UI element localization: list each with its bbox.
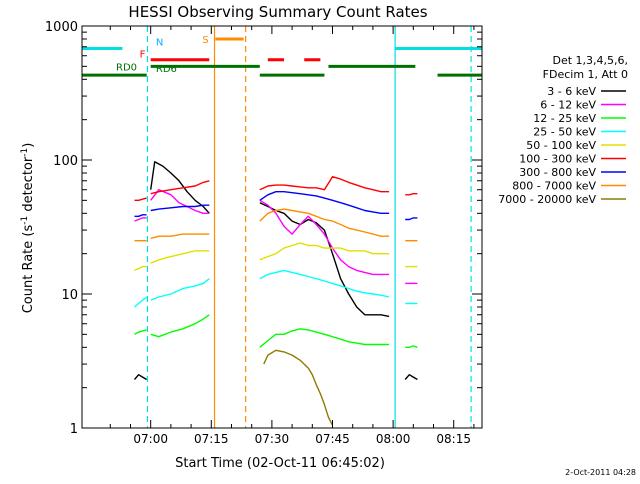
y-tick-label-3: 1000 <box>45 20 78 35</box>
plot-frame <box>81 25 483 429</box>
legend-label-8: 7000 - 20000 keV <box>498 193 596 206</box>
legend-label-1: 6 - 12 keV <box>540 99 596 112</box>
x-tick-label-1: 07:15 <box>194 432 229 446</box>
status-label-f: F <box>140 50 146 61</box>
series-line-4-seg-0 <box>134 265 147 272</box>
series-line-1-seg-1 <box>150 188 210 215</box>
data-series <box>133 161 418 426</box>
series-line-5-seg-0 <box>134 197 147 202</box>
footer-date: 2-Oct-2011 04:28 <box>565 468 636 477</box>
legend-label-2: 12 - 25 keV <box>533 112 596 125</box>
chart-title: HESSI Observing Summary Count Rates <box>128 3 427 21</box>
x-axis-label: Start Time (02-Oct-11 06:45:02) <box>175 456 385 471</box>
series-line-0-seg-2 <box>259 202 390 318</box>
series-line-7-seg-2 <box>259 208 390 237</box>
x-tick-label-5: 08:15 <box>436 432 471 446</box>
series-line-4-seg-1 <box>150 250 210 264</box>
y-axis-label-suffix: ) <box>21 143 36 148</box>
legend-label-5: 100 - 300 keV <box>519 153 596 166</box>
series-line-7-seg-1 <box>150 233 210 240</box>
series-line-6-seg-2 <box>259 190 390 215</box>
series-line-0-seg-0 <box>133 374 147 381</box>
series-line-1-seg-2 <box>259 199 390 276</box>
y-axis-label-exponent-1: -1 <box>20 216 30 225</box>
series-line-2-seg-2 <box>259 328 390 348</box>
series-line-5-seg-2 <box>259 175 390 193</box>
status-label-n: N <box>156 37 163 48</box>
y-tick-label-2: 100 <box>53 154 78 169</box>
series-line-3-seg-1 <box>150 278 210 301</box>
status-label-rd0: RD0 <box>116 62 137 73</box>
y-axis-label-prefix: Count Rate (s <box>21 225 36 314</box>
legend-label-3: 25 - 50 keV <box>533 126 596 139</box>
x-tick-label-2: 07:30 <box>255 432 290 446</box>
series-line-8-seg-0 <box>263 349 334 426</box>
y-tick-label-0: 1 <box>70 422 78 437</box>
series-line-2-seg-3 <box>405 345 418 348</box>
legend-header-decimation: FDecim 1, Att 0 <box>543 68 628 81</box>
series-line-6-seg-0 <box>134 214 147 218</box>
x-tick-label-3: 07:45 <box>315 432 350 446</box>
series-line-0-seg-3 <box>404 374 418 381</box>
y-axis-label-exponent-2: -1 <box>20 148 30 157</box>
status-label-s: S <box>202 35 208 46</box>
legend-label-7: 800 - 7000 keV <box>512 180 596 193</box>
series-line-6-seg-1 <box>150 204 210 212</box>
y-axis-label: Count Rate (s-1 detector-1) <box>20 143 36 314</box>
y-axis: 1 10 100 1000 <box>45 20 482 437</box>
series-line-4-seg-2 <box>259 242 390 261</box>
series-line-0-seg-1 <box>150 161 210 214</box>
legend: Det 1,3,4,5,6, FDecim 1, Att 0 3 - 6 keV… <box>498 54 628 206</box>
y-tick-label-1: 10 <box>61 288 78 303</box>
status-flag-bars: NF S RD0 RD6 <box>82 35 482 77</box>
series-line-3-seg-0 <box>134 296 148 308</box>
observation-markers <box>146 26 472 428</box>
series-line-5-seg-1 <box>150 180 210 195</box>
series-line-2-seg-1 <box>150 314 210 338</box>
status-label-rd6: RD6 <box>156 64 177 75</box>
series-line-1-seg-0 <box>134 217 147 222</box>
legend-label-6: 300 - 800 keV <box>519 166 596 179</box>
y-axis-label-middle: detector <box>21 156 36 216</box>
x-tick-label-4: 08:00 <box>376 432 411 446</box>
legend-label-0: 3 - 6 keV <box>547 85 596 98</box>
x-tick-label-0: 07:00 <box>133 432 168 446</box>
series-line-5-seg-3 <box>405 192 418 196</box>
legend-label-4: 50 - 100 keV <box>526 139 596 152</box>
x-axis: 07:00 07:15 07:30 07:45 08:00 08:15 <box>109 26 475 446</box>
legend-header-detectors: Det 1,3,4,5,6, <box>552 54 628 67</box>
series-line-3-seg-2 <box>259 269 390 298</box>
series-line-2-seg-0 <box>134 329 147 335</box>
series-line-6-seg-3 <box>405 217 418 221</box>
